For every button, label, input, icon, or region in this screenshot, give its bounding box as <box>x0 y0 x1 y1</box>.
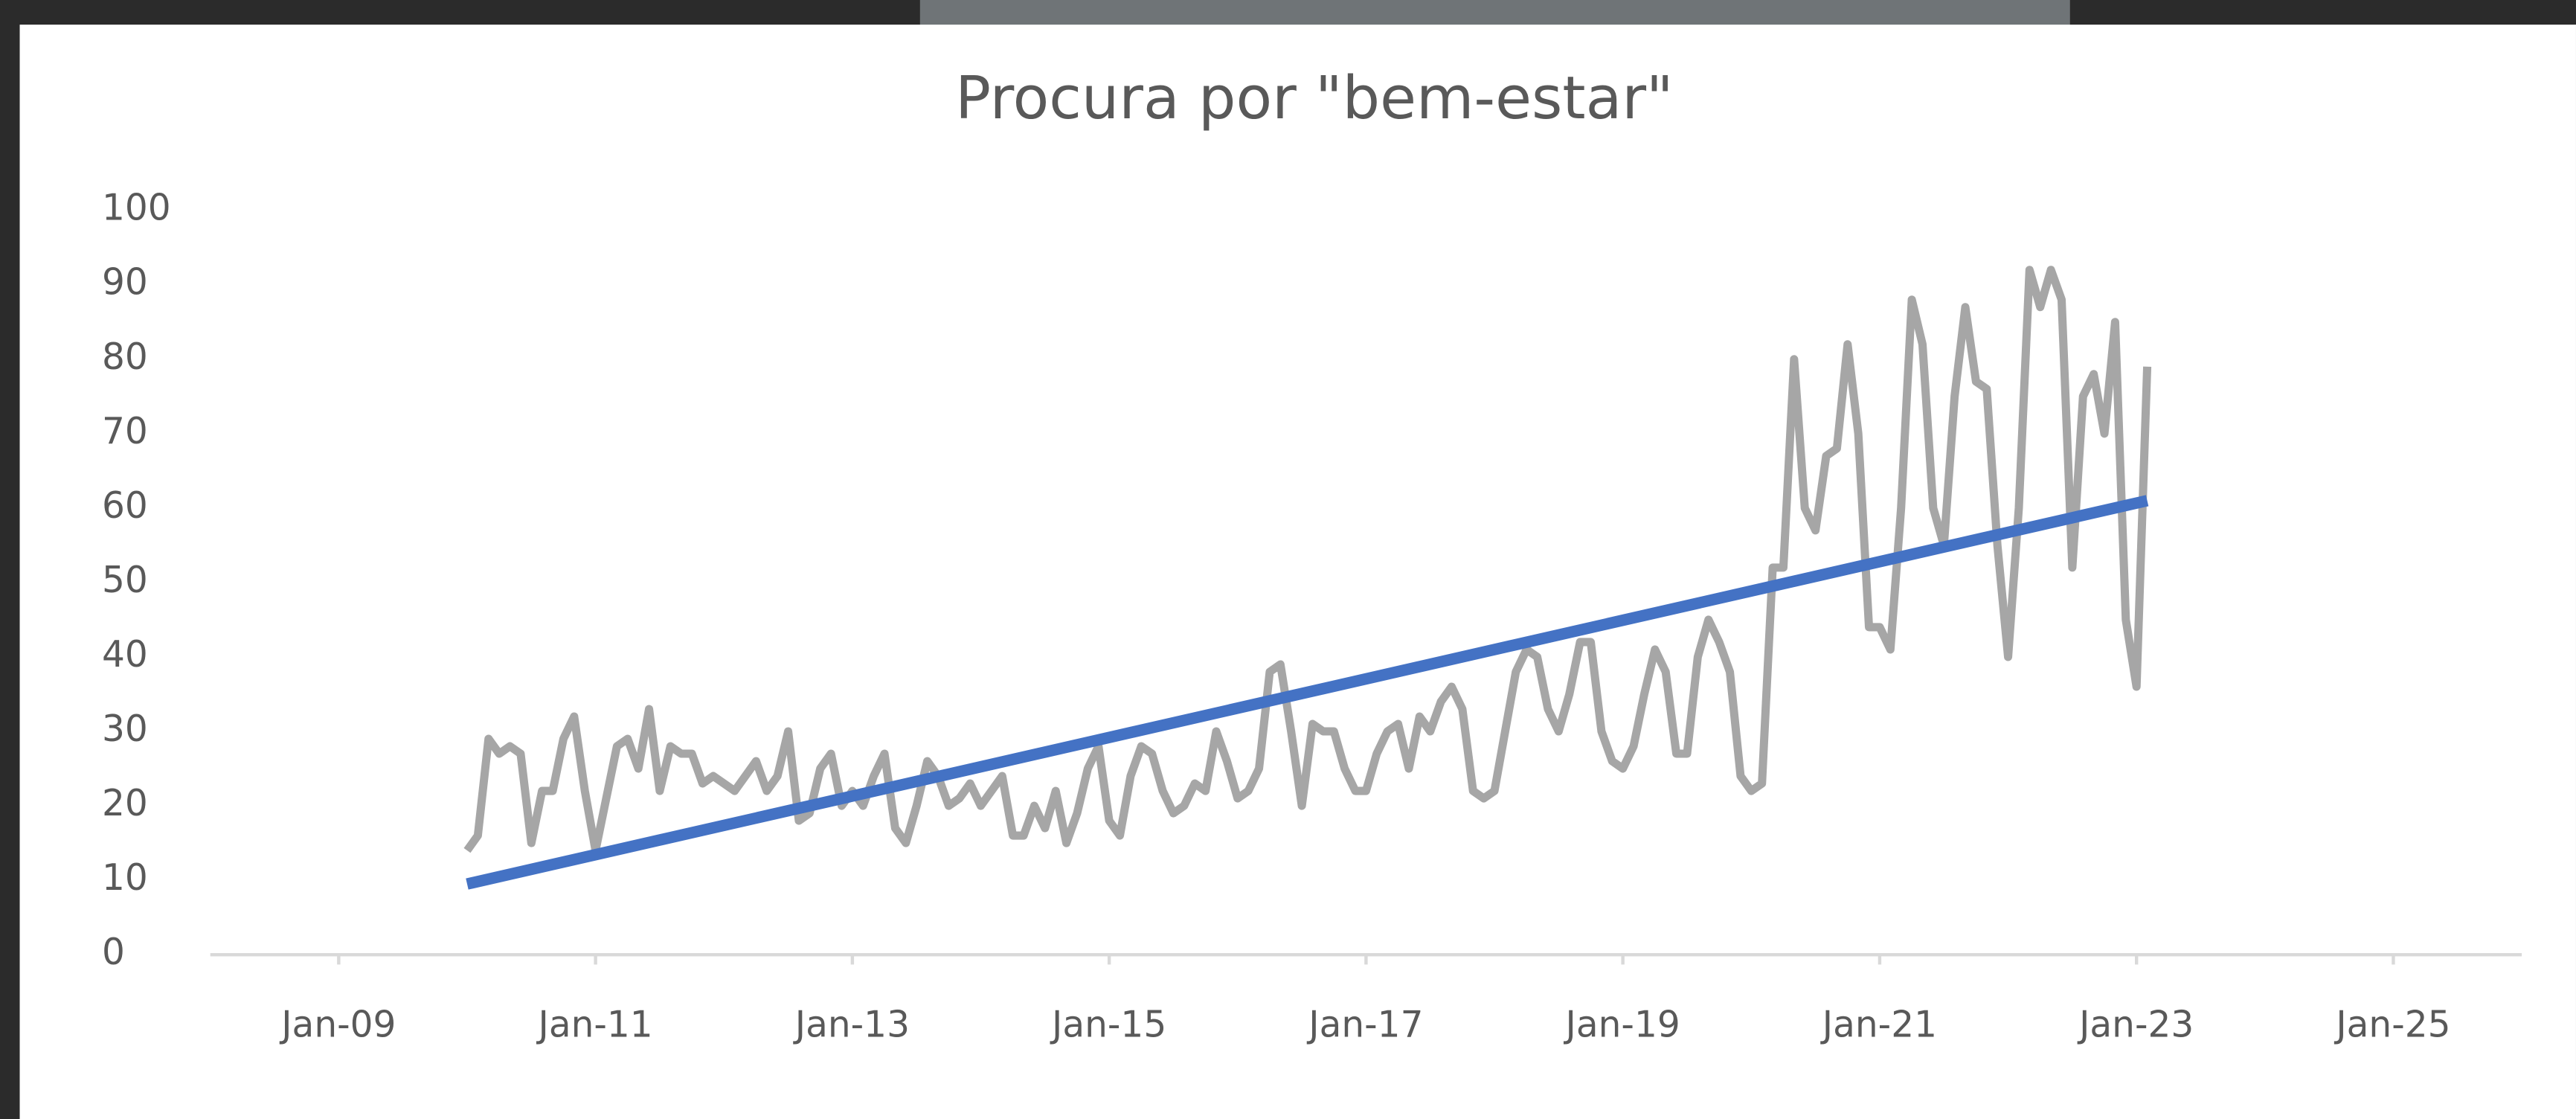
x-tick-label: Jan-09 <box>279 1004 396 1045</box>
y-tick-label: 10 <box>102 857 148 899</box>
chart-title: Procura por "bem-estar" <box>955 63 1674 132</box>
x-tick-label: Jan-15 <box>1050 1004 1166 1045</box>
x-tick-label: Jan-17 <box>1306 1004 1423 1045</box>
y-tick-label: 90 <box>102 262 148 304</box>
x-tick-label: Jan-23 <box>2077 1004 2194 1045</box>
x-tick-label: Jan-19 <box>1564 1004 1680 1045</box>
y-tick-label: 60 <box>102 485 148 527</box>
x-tick-label: Jan-13 <box>793 1004 910 1045</box>
y-tick-label: 50 <box>102 560 148 601</box>
y-tick-label: 20 <box>102 783 148 824</box>
y-tick-label: 40 <box>102 634 148 676</box>
y-tick-label: 80 <box>102 336 148 378</box>
x-tick-label: Jan-11 <box>536 1004 652 1045</box>
x-tick-label: Jan-25 <box>2334 1004 2450 1045</box>
y-tick-label: 0 <box>102 932 125 973</box>
photo-strip <box>920 0 2070 26</box>
y-tick-label: 30 <box>102 708 148 750</box>
page: {"chart_data": {"type": "line", "title":… <box>0 0 2576 1119</box>
y-tick-label: 70 <box>102 411 148 452</box>
y-tick-label: 100 <box>102 187 171 229</box>
x-tick-label: Jan-21 <box>1820 1004 1937 1045</box>
chart: Procura por "bem-estar" 0 10 20 30 40 50 60 70 8… <box>0 0 2576 1119</box>
